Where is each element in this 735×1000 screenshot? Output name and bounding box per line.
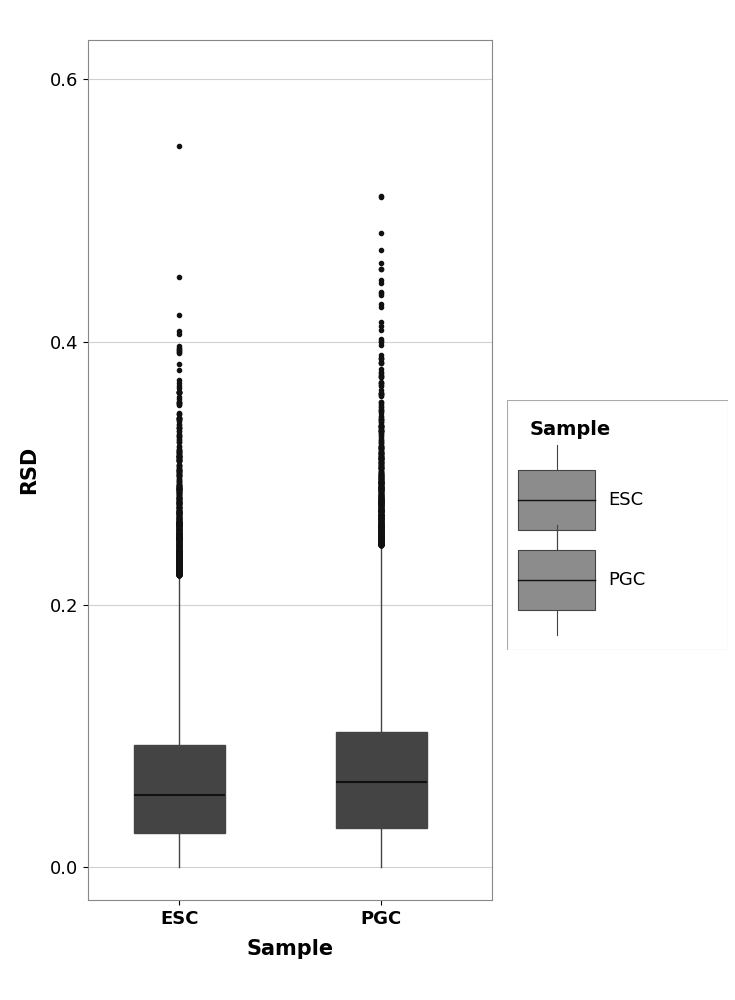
PathPatch shape: [134, 745, 225, 833]
FancyBboxPatch shape: [518, 470, 595, 530]
X-axis label: Sample: Sample: [247, 939, 334, 959]
Text: PGC: PGC: [609, 571, 646, 589]
Text: Sample: Sample: [529, 420, 611, 439]
FancyBboxPatch shape: [518, 550, 595, 610]
PathPatch shape: [336, 732, 427, 828]
Text: ESC: ESC: [609, 491, 644, 509]
Y-axis label: RSD: RSD: [19, 446, 39, 494]
